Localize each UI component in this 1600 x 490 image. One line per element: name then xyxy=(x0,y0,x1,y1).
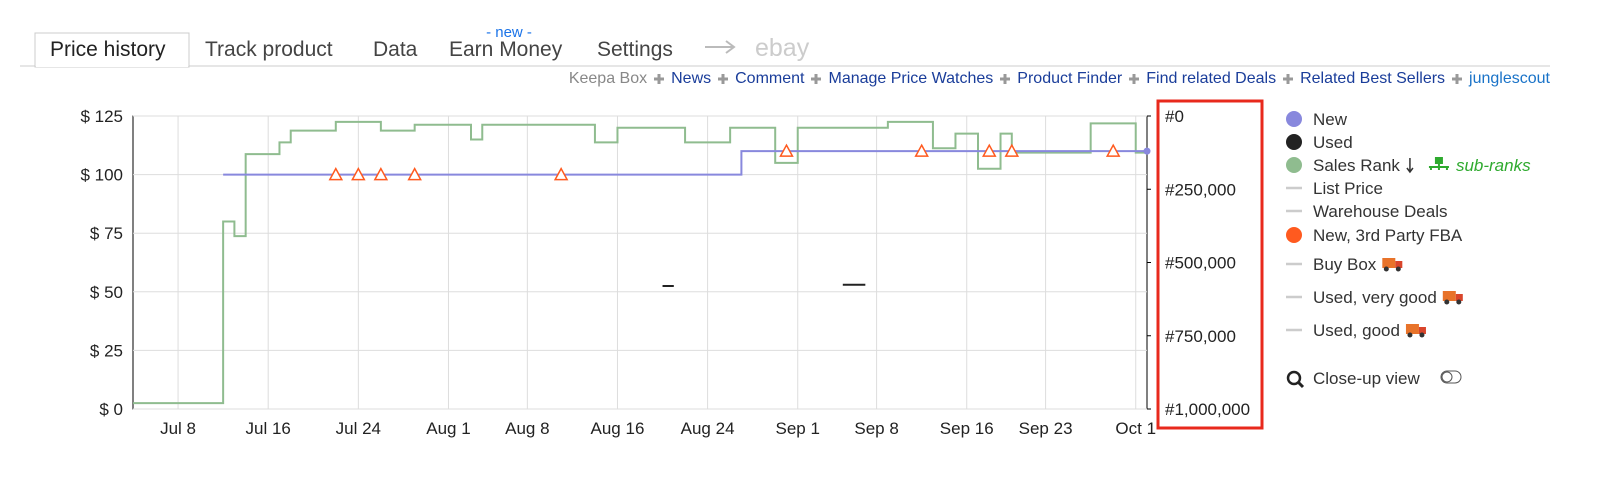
fba-marker xyxy=(328,167,344,181)
link[interactable]: Product Finder xyxy=(1017,70,1123,87)
y2-tick-label: #1,000,000 xyxy=(1165,400,1250,419)
series-line xyxy=(662,283,866,287)
legend-label[interactable]: Used xyxy=(1313,133,1353,152)
legend-marker[interactable] xyxy=(1286,134,1302,150)
fba-marker xyxy=(1105,143,1121,157)
truck-wheel xyxy=(1419,332,1425,338)
link[interactable]: News xyxy=(671,70,712,87)
x-tick-label: Aug 24 xyxy=(681,419,735,438)
truck-wheel xyxy=(1395,266,1401,272)
y2-tick-label: #500,000 xyxy=(1165,254,1236,273)
legend-label[interactable]: List Price xyxy=(1313,179,1383,198)
x-tick-label: Aug 8 xyxy=(505,419,549,438)
truck-icon xyxy=(1442,291,1456,301)
grid xyxy=(133,115,1147,410)
y-tick-label: $ 50 xyxy=(90,283,123,302)
truck-wheel xyxy=(1407,332,1413,338)
separator xyxy=(1000,74,1011,84)
y-tick-label: $ 125 xyxy=(80,107,123,126)
x-tick-label: Jul 16 xyxy=(246,419,291,438)
tab[interactable]: Earn Money xyxy=(449,38,563,61)
separator xyxy=(811,74,822,84)
search-icon[interactable] xyxy=(1286,370,1302,386)
truck-icon xyxy=(1418,327,1426,334)
y-tick-label: $ 75 xyxy=(90,224,123,243)
link-bar: Keepa Box News Comment Manage Price Watches… xyxy=(569,70,1550,88)
tab[interactable]: Track product xyxy=(205,38,333,61)
link[interactable]: Manage Price Watches xyxy=(828,70,994,87)
sub-ranks-link[interactable]: sub-ranks xyxy=(1456,156,1531,175)
legend-label[interactable]: Used, good xyxy=(1313,321,1400,340)
highlight-box xyxy=(1156,99,1264,430)
y2-tick-label: #0 xyxy=(1165,107,1184,126)
fba-marker xyxy=(914,143,929,157)
link[interactable]: Comment xyxy=(735,70,805,87)
separator xyxy=(654,74,665,84)
toggle[interactable] xyxy=(1440,370,1462,384)
y2-tick-label: #750,000 xyxy=(1165,327,1236,346)
search-icon xyxy=(1296,380,1305,389)
legend-label[interactable]: New, 3rd Party FBA xyxy=(1313,226,1463,245)
legend-marker[interactable] xyxy=(1286,111,1302,127)
legend-label[interactable]: Used, very good xyxy=(1313,288,1437,307)
y2-tick-label: #250,000 xyxy=(1165,180,1236,199)
x-tick-label: Oct 1 xyxy=(1115,419,1156,438)
legend-marker[interactable] xyxy=(1286,227,1302,243)
separator xyxy=(1283,74,1294,84)
link[interactable]: Keepa Box xyxy=(568,70,648,87)
tab[interactable]: Settings xyxy=(597,38,673,61)
fba-marker xyxy=(982,143,997,157)
link[interactable]: junglescout xyxy=(1469,70,1550,87)
tab[interactable]: Data xyxy=(373,38,418,61)
separator xyxy=(718,74,729,84)
tree-icon xyxy=(1428,157,1449,170)
x-tick-label: Aug 16 xyxy=(591,419,645,438)
x-tick-label: Sep 8 xyxy=(854,419,898,438)
x-tick-label: Sep 23 xyxy=(1019,419,1073,438)
new-badge: - new - xyxy=(486,24,532,41)
tab[interactable]: ebay xyxy=(755,34,810,62)
legend-label[interactable]: New xyxy=(1313,110,1348,129)
legend-marker[interactable] xyxy=(1286,157,1302,173)
truck-icon xyxy=(1395,261,1403,268)
x-tick-label: Sep 16 xyxy=(940,419,994,438)
link[interactable]: Related Best Sellers xyxy=(1300,70,1446,87)
fba-marker xyxy=(779,143,794,157)
plot-frame xyxy=(132,115,1148,410)
fba-marker xyxy=(351,167,366,181)
end-dot xyxy=(1143,147,1151,155)
fba-marker xyxy=(1004,143,1020,157)
fba-marker xyxy=(373,167,389,181)
truck-icon xyxy=(1455,294,1463,301)
truck-wheel xyxy=(1456,299,1462,305)
y-tick-label: $ 25 xyxy=(90,341,123,360)
x-tick-label: Aug 1 xyxy=(426,419,470,438)
fba-marker xyxy=(553,167,569,181)
arrow-icon xyxy=(705,40,736,54)
series-line xyxy=(133,120,1147,405)
truck-wheel xyxy=(1444,299,1450,305)
toggle-knob xyxy=(1441,371,1453,383)
series-line xyxy=(223,150,1147,176)
x-tick-label: Sep 1 xyxy=(776,419,820,438)
x-tick-label: Jul 8 xyxy=(160,419,196,438)
legend-label[interactable]: Buy Box xyxy=(1313,255,1377,274)
tab[interactable]: Price history xyxy=(50,38,166,61)
truck-wheel xyxy=(1383,266,1389,272)
truck-icon xyxy=(1382,258,1396,268)
fba-marker xyxy=(407,167,422,181)
legend-label[interactable]: Warehouse Deals xyxy=(1313,202,1448,221)
y-tick-label: $ 0 xyxy=(99,400,123,419)
separator xyxy=(1129,74,1140,84)
close-up-label[interactable]: Close-up view xyxy=(1313,369,1420,388)
y-tick-label: $ 100 xyxy=(80,166,123,185)
legend-label[interactable]: Sales Rank xyxy=(1313,156,1400,175)
sort-icon xyxy=(1406,158,1414,174)
truck-icon xyxy=(1405,324,1419,334)
link[interactable]: Find related Deals xyxy=(1146,70,1277,87)
x-tick-label: Jul 24 xyxy=(336,419,381,438)
separator xyxy=(1452,74,1463,84)
